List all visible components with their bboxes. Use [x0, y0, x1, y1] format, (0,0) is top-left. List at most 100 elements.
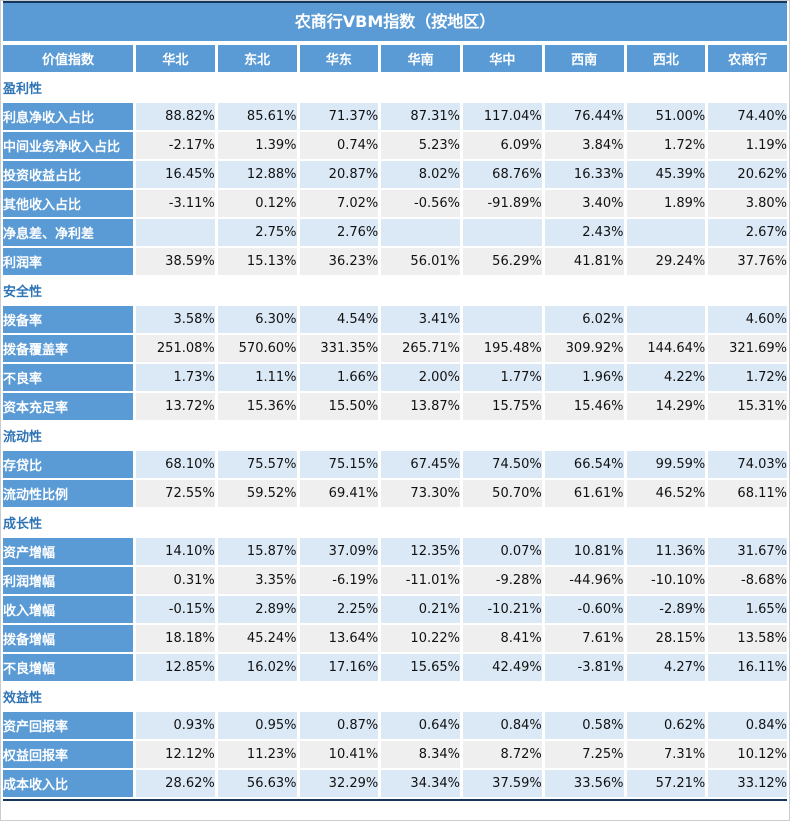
cell-value: -3.81%: [541, 654, 624, 681]
vbm-report: 农商行VBM指数（按地区） 价值指数 华北 东北 华东 华南 华中 西南 西北 农商行 盈利性利…: [3, 1, 787, 801]
cell-value: 73.30%: [378, 480, 460, 507]
row-label: 不良率: [3, 364, 133, 391]
table-row: 流动性比例 72.55% 59.52% 69.41% 73.30% 50.70% 61.61…: [3, 480, 787, 507]
cell-value: 265.71%: [378, 335, 460, 362]
cell-value: 4.54%: [296, 306, 379, 333]
cell-value: 99.59%: [623, 451, 706, 478]
cell-value: 6.30%: [214, 306, 297, 333]
cell-value: 8.34%: [378, 741, 460, 768]
cell-value: 76.44%: [541, 103, 624, 130]
cell-value: 0.93%: [133, 712, 215, 739]
cell-value: 117.04%: [460, 103, 542, 130]
cell-value: 195.48%: [460, 335, 542, 362]
cell-value: 2.25%: [296, 596, 379, 623]
row-label: 拨备覆盖率: [3, 335, 133, 362]
cell-value: 2.67%: [705, 219, 787, 246]
cell-value: [460, 306, 542, 333]
cell-value: 42.49%: [460, 654, 542, 681]
table-row: 拨备率 3.58% 6.30% 4.54% 3.41% 6.02% 4.60%: [3, 306, 787, 333]
cell-value: 0.58%: [541, 712, 624, 739]
cell-value: 8.41%: [460, 625, 542, 652]
cell-value: [460, 219, 542, 246]
cell-value: 1.89%: [623, 190, 706, 217]
cell-value: 66.54%: [541, 451, 624, 478]
table-row: 拨备增幅 18.18% 45.24% 13.64% 10.22% 8.41% 7.61% 28…: [3, 625, 787, 652]
row-label: 净息差、净利差: [3, 219, 133, 246]
row-label: 拨备增幅: [3, 625, 133, 652]
cell-value: 15.36%: [214, 393, 297, 420]
row-label: 不良增幅: [3, 654, 133, 681]
cell-value: 15.87%: [214, 538, 297, 565]
row-label: 权益回报率: [3, 741, 133, 768]
column-header-region: 华北: [133, 45, 215, 72]
cell-value: 1.39%: [214, 132, 297, 159]
cell-value: 32.29%: [296, 770, 379, 797]
row-label: 中间业务净收入占比: [3, 132, 133, 159]
cell-value: 16.45%: [133, 161, 215, 188]
cell-value: 3.40%: [541, 190, 624, 217]
row-label: 资本充足率: [3, 393, 133, 420]
cell-value: 144.64%: [623, 335, 706, 362]
cell-value: 0.21%: [378, 596, 460, 623]
cell-value: 7.25%: [541, 741, 624, 768]
cell-value: 74.40%: [705, 103, 787, 130]
table-row: 资本充足率 13.72% 15.36% 15.50% 13.87% 15.75% 15.46…: [3, 393, 787, 420]
column-header-value-index: 价值指数: [3, 45, 133, 72]
cell-value: -8.68%: [705, 567, 787, 594]
section-row: 安全性: [3, 277, 787, 304]
row-label: 收入增幅: [3, 596, 133, 623]
row-label: 拨备率: [3, 306, 133, 333]
cell-value: 3.80%: [705, 190, 787, 217]
cell-value: -91.89%: [460, 190, 542, 217]
table-row: 资产增幅 14.10% 15.87% 37.09% 12.35% 0.07% 10.81% 1…: [3, 538, 787, 565]
report-title: 农商行VBM指数（按地区）: [3, 3, 787, 41]
row-label: 利润率: [3, 248, 133, 275]
cell-value: 14.10%: [133, 538, 215, 565]
cell-value: 37.59%: [460, 770, 542, 797]
cell-value: 1.19%: [705, 132, 787, 159]
row-label: 其他收入占比: [3, 190, 133, 217]
cell-value: 56.01%: [378, 248, 460, 275]
table-row: 资产回报率 0.93% 0.95% 0.87% 0.64% 0.84% 0.58% 0.62%…: [3, 712, 787, 739]
row-label: 资产回报率: [3, 712, 133, 739]
section-title: 流动性: [3, 422, 787, 449]
cell-value: 7.02%: [296, 190, 379, 217]
cell-value: 12.12%: [133, 741, 215, 768]
cell-value: [623, 219, 706, 246]
cell-value: 2.43%: [541, 219, 624, 246]
cell-value: 46.52%: [623, 480, 706, 507]
cell-value: 13.72%: [133, 393, 215, 420]
cell-value: 68.11%: [705, 480, 787, 507]
column-header-region: 华南: [378, 45, 460, 72]
cell-value: 251.08%: [133, 335, 215, 362]
table-row: 利润率 38.59% 15.13% 36.23% 56.01% 56.29% 41.81% 2…: [3, 248, 787, 275]
cell-value: [623, 306, 706, 333]
cell-value: 4.22%: [623, 364, 706, 391]
cell-value: 45.24%: [214, 625, 297, 652]
row-label: 利润增幅: [3, 567, 133, 594]
table-row: 存贷比 68.10% 75.57% 75.15% 67.45% 74.50% 66.54% 9…: [3, 451, 787, 478]
cell-value: 72.55%: [133, 480, 215, 507]
cell-value: 74.03%: [705, 451, 787, 478]
cell-value: 10.12%: [705, 741, 787, 768]
cell-value: 75.15%: [296, 451, 379, 478]
cell-value: 7.31%: [623, 741, 706, 768]
cell-value: 0.62%: [623, 712, 706, 739]
cell-value: 37.09%: [296, 538, 379, 565]
cell-value: 10.41%: [296, 741, 379, 768]
cell-value: 10.81%: [541, 538, 624, 565]
cell-value: 0.07%: [460, 538, 542, 565]
cell-value: 51.00%: [623, 103, 706, 130]
cell-value: 1.77%: [460, 364, 542, 391]
cell-value: -9.28%: [460, 567, 542, 594]
cell-value: 3.41%: [378, 306, 460, 333]
section-title: 盈利性: [3, 74, 787, 101]
cell-value: 88.82%: [133, 103, 215, 130]
cell-value: 33.56%: [541, 770, 624, 797]
cell-value: 3.58%: [133, 306, 215, 333]
cell-value: 15.31%: [705, 393, 787, 420]
cell-value: 1.65%: [705, 596, 787, 623]
cell-value: 8.02%: [378, 161, 460, 188]
section-title: 成长性: [3, 509, 787, 536]
cell-value: 2.75%: [214, 219, 297, 246]
